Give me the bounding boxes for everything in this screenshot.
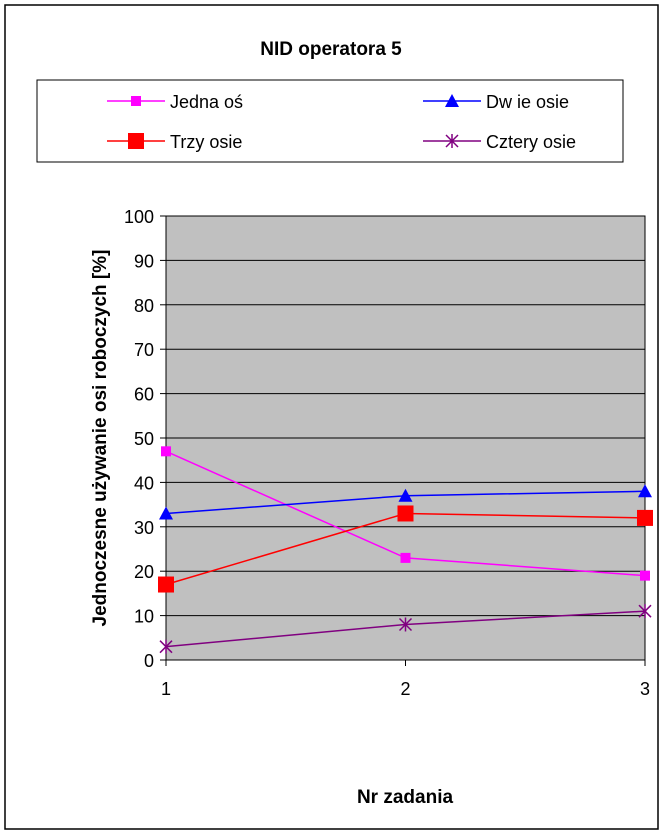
- x-axis-label: Nr zadania: [357, 787, 454, 808]
- x-tick-label: 3: [640, 679, 650, 699]
- y-tick-label: 60: [134, 385, 154, 405]
- series-3: [159, 604, 652, 654]
- x-tick-label: 2: [400, 679, 410, 699]
- legend-label: Dw ie osie: [486, 92, 569, 112]
- data-point: [159, 639, 173, 654]
- y-tick-label: 20: [134, 562, 154, 582]
- y-axis: 0 10 20 30 40 50 60 70 80 90 100: [124, 207, 167, 671]
- chart-title: NID operatora 5: [260, 39, 402, 60]
- data-point: [398, 617, 413, 632]
- y-tick-label: 100: [124, 207, 154, 227]
- legend-label: Trzy osie: [170, 132, 242, 152]
- data-point: [398, 488, 413, 502]
- y-tick-label: 90: [134, 251, 154, 271]
- data-point: [397, 505, 414, 522]
- legend-marker: [128, 133, 144, 149]
- legend-label: Cztery osie: [486, 132, 576, 152]
- y-tick-label: 10: [134, 607, 154, 627]
- legend: Jedna oś Dw ie osie Trzy osie Cztery osie: [36, 79, 624, 163]
- legend-marker: [131, 96, 141, 106]
- legend-label: Jedna oś: [170, 92, 243, 112]
- y-tick-label: 50: [134, 429, 154, 449]
- series-2: [158, 505, 653, 593]
- y-axis-label: Jednoczesne używanie osi roboczych [%]: [90, 250, 111, 627]
- data-point: [400, 552, 411, 563]
- data-point: [638, 604, 652, 619]
- legend-item: Dw ie osie: [423, 92, 569, 112]
- legend-marker: [445, 134, 459, 148]
- data-point: [640, 570, 650, 581]
- data-point: [637, 509, 653, 526]
- series: [158, 446, 653, 654]
- y-tick-label: 70: [134, 340, 154, 360]
- legend-item: Trzy osie: [107, 132, 242, 152]
- data-point: [638, 484, 652, 498]
- y-tick-label: 30: [134, 518, 154, 538]
- y-tick-label: 80: [134, 296, 154, 316]
- data-point: [158, 576, 174, 593]
- data-point: [159, 506, 173, 520]
- series-0: [161, 446, 650, 581]
- legend-item: Jedna oś: [107, 92, 243, 112]
- data-point: [161, 446, 171, 457]
- y-tick-label: 0: [144, 651, 154, 671]
- x-axis: 1 2 3: [161, 659, 650, 699]
- legend-marker: [445, 94, 459, 107]
- series-1: [159, 484, 652, 520]
- legend-item: Cztery osie: [423, 132, 576, 152]
- x-tick-label: 1: [161, 679, 171, 699]
- y-tick-label: 40: [134, 473, 154, 493]
